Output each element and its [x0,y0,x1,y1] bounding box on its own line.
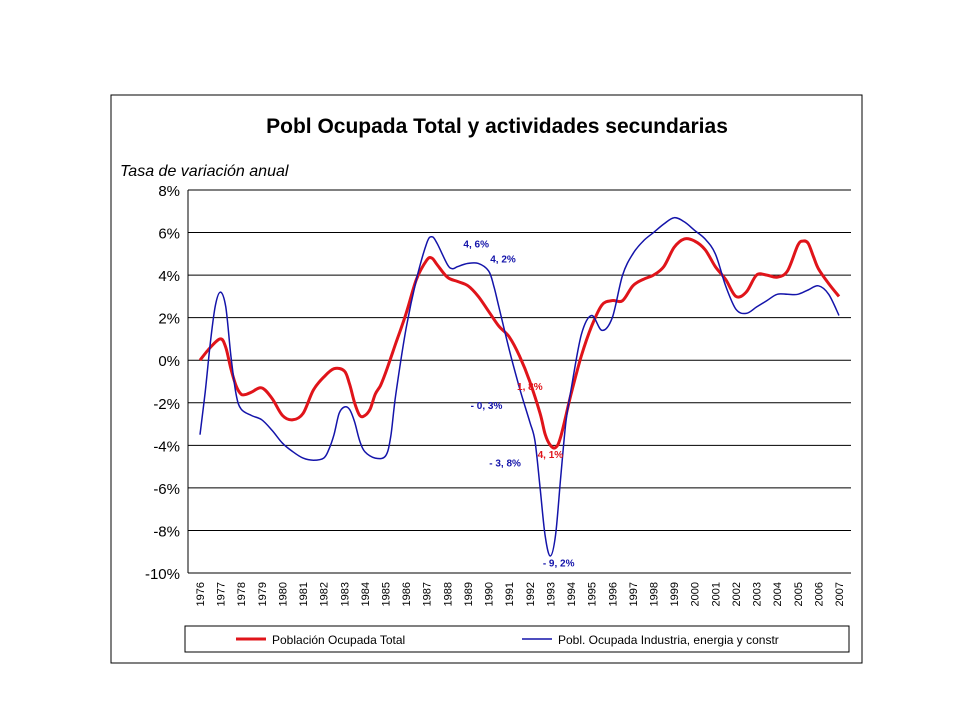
y-tick-label: -8% [153,523,180,540]
data-label: 1, 8% [517,382,543,393]
x-tick-label: 1983 [339,582,351,606]
x-tick-label: 1998 [648,582,660,606]
x-tick-label: 2004 [772,582,784,606]
x-tick-label: 1994 [566,582,578,606]
x-tick-label: 1992 [525,582,537,606]
x-tick-label: 1991 [504,582,516,606]
annotations: 4, 6%4, 2% 1, 8% - 0, 3% 4, 1% - 3, 8% - 9, 2… [463,239,574,569]
x-tick-label: 1982 [319,582,331,606]
x-tick-label: 1977 [216,582,228,606]
x-tick-label: 1995 [587,582,599,606]
x-tick-label: 1979 [257,582,269,606]
chart-border [110,94,863,664]
y-tick-label: 4% [158,268,180,285]
x-tick-label: 1976 [195,582,207,606]
x-tick-label: 2003 [752,582,764,606]
gridlines [188,189,851,574]
x-tick-label: 1981 [298,582,310,606]
x-tick-label: 1993 [545,582,557,606]
x-tick-label: 1985 [381,582,393,606]
x-tick-label: 1988 [442,582,454,606]
x-tick-label: 2005 [793,582,805,606]
y-tick-label: -6% [153,481,180,498]
x-tick-label: 1987 [422,582,434,606]
y-tick-label: -10% [145,566,180,583]
y-tick-label: 6% [158,226,180,243]
x-tick-label: 1990 [484,582,496,606]
x-tick-label: 1980 [277,582,289,606]
legend-label-industria: Pobl. Ocupada Industria, energia y const… [558,633,779,647]
x-tick-label: 2002 [731,582,743,606]
y-tick-label: -4% [153,438,180,455]
data-label: 4, 2% [490,254,516,265]
y-tick-label: 2% [158,311,180,328]
x-tick-label: 1997 [628,582,640,606]
x-tick-label: 1999 [669,582,681,606]
legend-label-poblacion-total: Población Ocupada Total [272,633,405,647]
x-tick-label: 1989 [463,582,475,606]
legend: Población Ocupada Total Pobl. Ocupada In… [184,625,850,653]
series-line-industria [199,216,840,557]
x-tick-label: 1978 [236,582,248,606]
x-tick-label: 1986 [401,582,413,606]
x-tick-label: 2006 [813,582,825,606]
x-tick-label: 2001 [710,582,722,606]
series-line-poblacion-total [198,237,841,450]
x-tick-label: 2000 [690,582,702,606]
y-axis-label: Tasa de variación anual [120,163,289,180]
data-label: - 0, 3% [471,401,503,412]
x-tick-label: 1996 [607,582,619,606]
y-tick-label: -2% [153,396,180,413]
x-tick-label: 1984 [360,582,372,606]
data-label: - 3, 8% [489,459,521,470]
y-tick-labels: 8% 6% 4% 2% 0% -2% -4% -6% -8% -10% [145,183,180,583]
data-label: - 9, 2% [543,559,575,570]
series-lines [198,216,841,557]
legend-box [184,625,850,653]
data-label: 4, 1% [538,450,564,461]
x-tick-labels: 1976 1977 1978 1979 1980 1981 1982 1983 1984 1985… [195,582,846,606]
y-tick-label: 0% [158,353,180,370]
data-label: 4, 6% [463,239,489,250]
x-tick-label: 2007 [834,582,846,606]
y-tick-label: 8% [158,183,180,200]
chart-title: Pobl Ocupada Total y actividades secunda… [266,115,728,138]
